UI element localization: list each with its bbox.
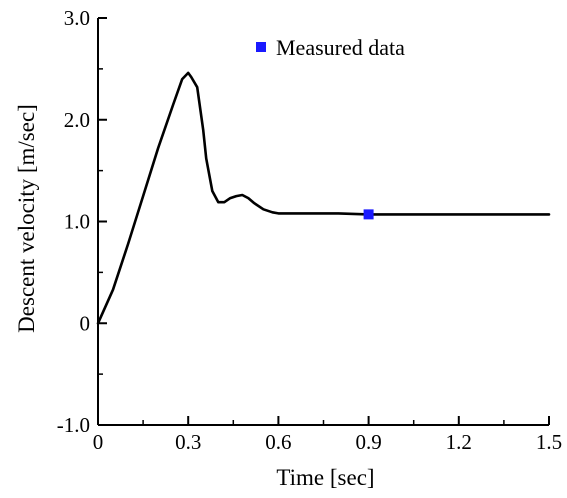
x-axis-ticks: 0 0.3 0.6 0.9 1.2 1.5 [93, 416, 562, 454]
y-tick-label: 0 [80, 311, 91, 335]
x-tick-label: 0.3 [175, 430, 201, 454]
plot-series [96, 71, 551, 325]
plot-axes [97, 18, 549, 426]
legend-marker-measured [256, 42, 266, 52]
descent-velocity-line [96, 71, 551, 325]
x-axis-title: Time [sec] [276, 465, 374, 490]
y-tick-label: 2.0 [64, 108, 90, 132]
x-tick-label: 0.9 [355, 430, 381, 454]
y-tick-label: -1.0 [57, 413, 90, 437]
y-tick-label: 1.0 [64, 210, 90, 234]
y-axis-title: Descent velocity [m/sec] [14, 104, 39, 333]
legend-label-measured: Measured data [276, 35, 405, 60]
x-tick-label: 1.5 [536, 430, 562, 454]
y-tick-label: 3.0 [64, 6, 90, 30]
x-tick-label: 1.2 [446, 430, 472, 454]
x-tick-label: 0.6 [265, 430, 291, 454]
y-axis-ticks: -1.0 0 1.0 2.0 3.0 [57, 6, 107, 437]
x-tick-label: 0 [93, 430, 104, 454]
measured-data-point [363, 209, 374, 220]
legend: Measured data [256, 35, 405, 60]
